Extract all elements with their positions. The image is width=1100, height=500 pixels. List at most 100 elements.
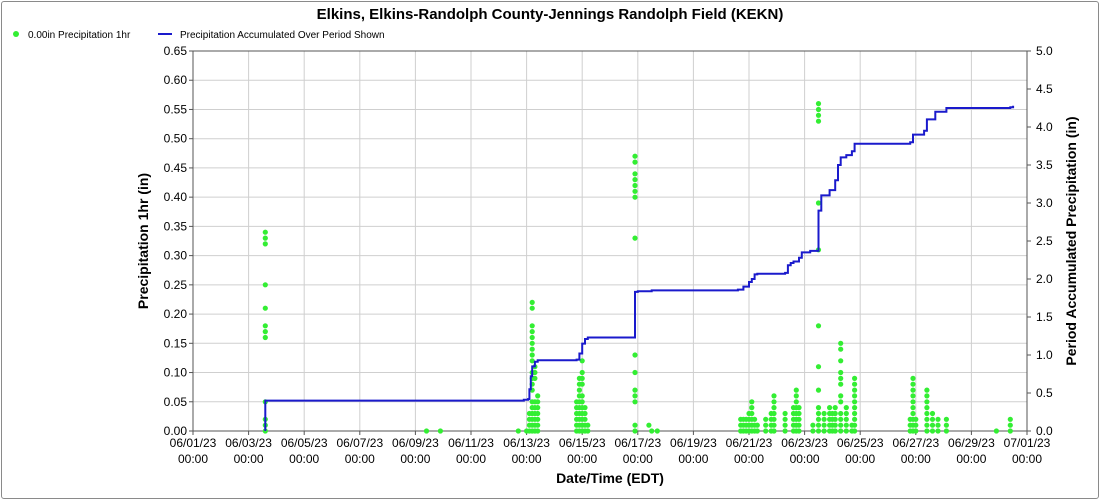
accumulated-series [264,105,1015,431]
precip-point [796,416,802,422]
precip-point [632,194,638,200]
precip-point [632,177,638,183]
precip-point [929,422,936,428]
precip-point [910,381,916,387]
precip-point [843,416,849,422]
precip-point [924,387,930,393]
precip-point [796,410,802,417]
precip-point [852,387,858,393]
left-tick-label: 0.60 [164,73,188,87]
precip-point [529,299,535,305]
left-tick-label: 0.45 [164,161,188,175]
precip-point [649,428,655,434]
right-tick-label: 3.5 [1036,158,1053,172]
precip-point [924,428,930,434]
precip-point [815,405,822,411]
precip-point [632,393,638,399]
precip-point [526,416,533,422]
precip-point [749,410,755,417]
x-tick-date: 06/07/23 [336,436,383,450]
precip-point [576,387,583,393]
precip-point [852,416,858,422]
precip-point [579,369,585,376]
precip-point [929,416,936,422]
precip-point [838,399,844,405]
legend-marker-precip-1hr [13,31,19,37]
x-tick-date: 07/01/23 [1004,436,1051,450]
precip-point [1007,422,1013,428]
precip-point [646,422,652,428]
precip-point [579,381,585,387]
precip-point [815,200,822,206]
precip-point [821,422,827,428]
x-tick-date: 06/23/23 [781,436,828,450]
x-tick-date: 06/19/23 [670,436,717,450]
precip-point [838,393,844,399]
legend-label-precip-1hr: 0.00in Precipitation 1hr [28,30,131,41]
left-tick-label: 0.10 [164,366,188,380]
precip-point [771,428,777,434]
precip-point [913,422,919,428]
x-axis-ticks: 06/01/23 00:00 06/03/23 00:00 06/05/23 00:00 0… [170,431,1051,466]
precip-point [924,416,930,422]
precip-point [810,428,816,434]
right-tick-label: 2.0 [1036,272,1053,286]
precip-point [910,387,916,393]
precip-point [771,405,777,411]
x-tick-date: 06/11/23 [448,436,494,450]
x-tick-time: 00:00 [956,452,986,466]
precip-point [852,410,858,417]
x-tick-time: 00:00 [178,452,208,466]
precip-point [852,399,858,405]
precip-point [821,428,827,434]
precip-point [935,428,941,434]
precip-point [535,393,541,399]
precip-point [924,393,930,399]
precip-point [924,405,930,411]
precip-point [815,101,822,107]
x-tick-time: 00:00 [400,452,430,466]
precip-point [838,422,844,428]
x-tick-time: 00:00 [678,452,708,466]
precip-point [815,112,822,118]
precip-point [793,393,799,399]
precip-point [815,323,822,329]
left-tick-label: 0.55 [164,102,188,116]
left-axis-label: Precipitation 1hr (in) [135,173,151,309]
x-tick-time: 00:00 [289,452,319,466]
x-tick-time: 00:00 [567,452,597,466]
precip-point [832,410,838,417]
precip-point [924,399,930,405]
precip-point [529,334,535,341]
right-tick-label: 2.5 [1036,234,1053,248]
precip-point [423,428,430,434]
precip-point [437,428,443,434]
precip-point [852,375,858,381]
precip-point [793,399,799,405]
precip-point [262,241,268,247]
precip-point [910,405,916,411]
x-tick-date: 06/21/23 [726,436,773,450]
left-tick-label: 0.35 [164,219,188,233]
precip-point [910,393,916,399]
precip-point [943,416,950,422]
x-tick-time: 00:00 [345,452,375,466]
x-tick-date: 06/03/23 [225,436,272,450]
precip-point [943,422,950,428]
left-tick-label: 0.65 [164,44,188,58]
precip-point [529,305,535,311]
precip-point [526,410,533,417]
precip-point [632,171,638,177]
precip-point [910,399,916,405]
x-tick-date: 06/09/23 [392,436,439,450]
precip-point [827,405,833,411]
precip-point [749,405,755,411]
precip-point [771,393,777,399]
legend-label-accumulated: Precipitation Accumulated Over Period Sh… [180,30,385,41]
precip-point [929,410,936,417]
precip-point [771,399,777,405]
precip-point [535,410,541,417]
precip-point [935,422,941,428]
precip-point [579,399,585,405]
precip-point [582,410,588,417]
